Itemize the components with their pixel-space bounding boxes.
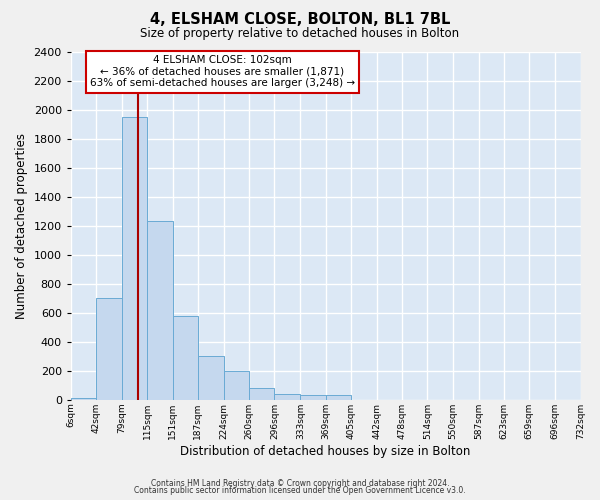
Bar [249, 388, 274, 400]
Bar [71, 398, 96, 400]
Bar [173, 316, 198, 400]
Text: 4 ELSHAM CLOSE: 102sqm
← 36% of detached houses are smaller (1,871)
63% of semi-: 4 ELSHAM CLOSE: 102sqm ← 36% of detached… [90, 55, 355, 88]
Bar [96, 298, 122, 400]
Text: Contains public sector information licensed under the Open Government Licence v3: Contains public sector information licen… [134, 486, 466, 495]
Bar [224, 371, 249, 400]
Text: Contains HM Land Registry data © Crown copyright and database right 2024.: Contains HM Land Registry data © Crown c… [151, 478, 449, 488]
Bar [122, 117, 148, 400]
Text: Size of property relative to detached houses in Bolton: Size of property relative to detached ho… [140, 28, 460, 40]
Bar [148, 222, 173, 400]
Text: 4, ELSHAM CLOSE, BOLTON, BL1 7BL: 4, ELSHAM CLOSE, BOLTON, BL1 7BL [150, 12, 450, 28]
Y-axis label: Number of detached properties: Number of detached properties [15, 132, 28, 318]
Bar [198, 356, 224, 400]
Bar [274, 394, 301, 400]
Bar [326, 396, 351, 400]
X-axis label: Distribution of detached houses by size in Bolton: Distribution of detached houses by size … [181, 444, 471, 458]
Bar [301, 396, 326, 400]
